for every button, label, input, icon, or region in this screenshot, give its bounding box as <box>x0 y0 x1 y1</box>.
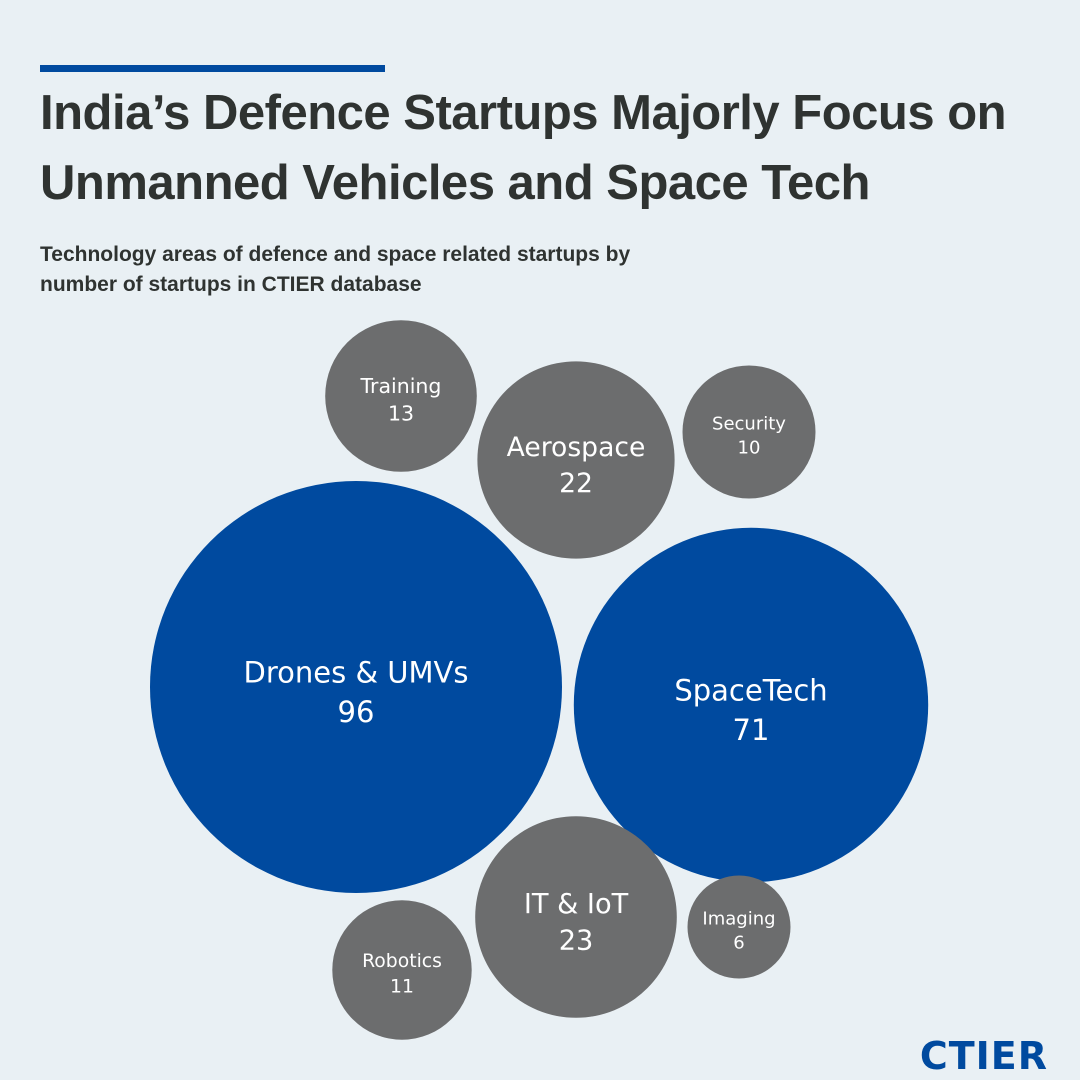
subtitle-line-1: Technology areas of defence and space re… <box>40 243 631 266</box>
bubble-drones-and-umvs: Drones & UMVs 96 <box>150 481 562 893</box>
ctier-logo: CTIER <box>919 1034 1048 1078</box>
bubble-value-security: 10 <box>738 438 761 459</box>
bubble-it-and-iot: IT & IoT 23 <box>475 816 677 1018</box>
bubble-circle-training <box>325 320 477 472</box>
bubble-value-robotics: 11 <box>390 977 414 998</box>
bubble-value-drones-and-umvs: 96 <box>338 695 375 729</box>
subtitle: Technology areas of defence and space re… <box>40 240 780 300</box>
bubble-circle-it-and-iot <box>475 816 677 1018</box>
bubble-value-spacetech: 71 <box>733 713 770 747</box>
bubble-value-it-and-iot: 23 <box>559 926 594 957</box>
bubble-label-it-and-iot: IT & IoT <box>524 889 629 920</box>
bubble-label-aerospace: Aerospace <box>507 432 646 463</box>
bubble-label-robotics: Robotics <box>362 951 442 972</box>
bubble-circle-spacetech <box>573 527 929 883</box>
subtitle-line-2: number of startups in CTIER database <box>40 273 422 296</box>
accent-rule <box>40 65 385 72</box>
bubble-imaging: Imaging 6 <box>687 875 791 979</box>
bubble-value-training: 13 <box>388 402 414 426</box>
bubble-spacetech: SpaceTech 71 <box>573 527 929 883</box>
bubble-circle-security <box>682 365 816 499</box>
bubble-circle-imaging <box>687 875 791 979</box>
bubble-aerospace: Aerospace 22 <box>477 361 675 559</box>
bubble-label-imaging: Imaging <box>702 908 775 929</box>
bubble-label-drones-and-umvs: Drones & UMVs <box>244 656 469 690</box>
bubble-circle-drones-and-umvs <box>150 481 562 893</box>
bubble-circle-robotics <box>332 900 472 1040</box>
bubble-value-aerospace: 22 <box>559 468 593 499</box>
bubble-training: Training 13 <box>325 320 477 472</box>
bubble-label-training: Training <box>360 374 442 398</box>
bubble-security: Security 10 <box>682 365 816 499</box>
bubble-label-spacetech: SpaceTech <box>674 674 827 708</box>
bubble-value-imaging: 6 <box>733 933 744 954</box>
bubble-circle-aerospace <box>477 361 675 559</box>
title-line-2: Unmanned Vehicles and Space Tech <box>40 156 871 210</box>
bubble-robotics: Robotics 11 <box>332 900 472 1040</box>
page-title: India’s Defence Startups Majorly Focus o… <box>40 78 1070 218</box>
title-line-1: India’s Defence Startups Majorly Focus o… <box>40 86 1007 140</box>
bubble-label-security: Security <box>712 413 786 434</box>
